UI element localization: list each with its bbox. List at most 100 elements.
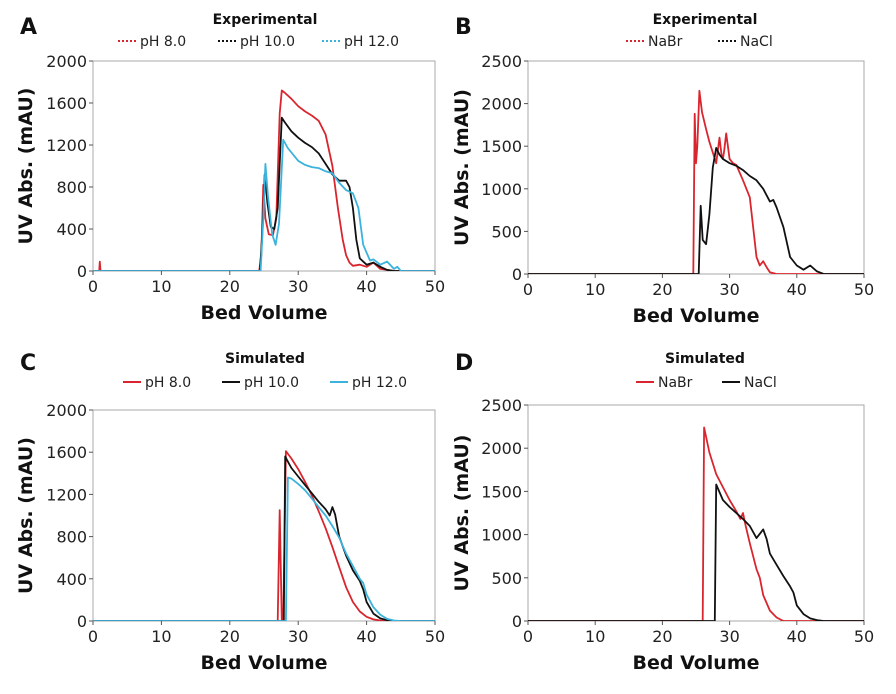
x-axis-label: Bed Volume: [632, 305, 759, 327]
series-line-nacl: [528, 483, 864, 621]
panel-letter: D: [455, 351, 473, 376]
x-tick-label: 40: [356, 277, 376, 296]
y-tick-label: 500: [491, 569, 522, 588]
legend-label: pH 10.0: [240, 34, 295, 50]
series-group: [528, 89, 864, 274]
y-axis-label: UV Abs. (mAU): [15, 437, 37, 594]
y-axis: 0 500 1000 1500 2000 2500: [481, 396, 528, 631]
chart-panel-a: A Experimental pH 8.0 pH 10.0 pH 12.0 0 10 20 30…: [15, 12, 445, 324]
y-tick-label: 1200: [46, 136, 87, 155]
legend-item: NaBr: [636, 375, 693, 391]
x-tick-label: 10: [151, 277, 171, 296]
series-line-ph-12-0: [93, 138, 435, 271]
legend-label: NaBr: [658, 375, 693, 391]
legend-item: pH 12.0: [330, 375, 407, 391]
chart-title: Simulated: [665, 351, 745, 367]
x-axis: 0 10 20 30 40 50: [88, 271, 445, 296]
y-tick-label: 500: [491, 222, 522, 241]
x-tick-label: 30: [288, 277, 308, 296]
legend-item: NaCl: [722, 375, 777, 391]
chart-title: Experimental: [653, 12, 758, 28]
y-tick-label: 0: [512, 265, 522, 284]
y-tick-label: 1500: [481, 137, 522, 156]
x-axis: 0 10 20 30 40 50: [523, 274, 874, 299]
x-tick-label: 30: [719, 627, 739, 646]
legend-label: pH 12.0: [352, 375, 407, 391]
y-tick-label: 2000: [481, 95, 522, 114]
x-tick-label: 10: [151, 627, 171, 646]
x-axis: 0 10 20 30 40 50: [523, 621, 874, 646]
legend-item: pH 8.0: [123, 375, 191, 391]
legend: pH 8.0 pH 10.0 pH 12.0: [123, 375, 407, 391]
series-group: [528, 426, 864, 621]
legend: NaBr NaCl: [636, 375, 777, 391]
x-tick-label: 40: [787, 280, 807, 299]
plot-frame: [92, 60, 436, 272]
x-tick-label: 50: [425, 627, 445, 646]
y-tick-label: 2500: [481, 396, 522, 415]
y-tick-label: 1500: [481, 482, 522, 501]
y-axis-label: UV Abs. (mAU): [15, 88, 37, 245]
y-tick-label: 2000: [46, 401, 87, 420]
y-tick-label: 400: [56, 570, 87, 589]
y-axis-label: UV Abs. (mAU): [451, 435, 473, 592]
legend: pH 8.0 pH 10.0 pH 12.0: [118, 34, 399, 50]
legend-item: NaBr: [626, 34, 683, 50]
chart-panel-c: C Simulated pH 8.0 pH 10.0 pH 12.0 0 10 20 30 40 5…: [15, 351, 445, 674]
panel-letter: B: [455, 15, 472, 40]
legend-label: pH 12.0: [344, 34, 399, 50]
legend-label: NaCl: [744, 375, 777, 391]
legend-label: pH 8.0: [140, 34, 186, 50]
x-tick-label: 0: [88, 627, 98, 646]
x-axis-label: Bed Volume: [200, 652, 327, 674]
x-tick-label: 50: [854, 627, 874, 646]
y-tick-label: 0: [512, 612, 522, 631]
y-tick-label: 1000: [481, 526, 522, 545]
x-tick-label: 50: [425, 277, 445, 296]
series-line-nabr: [528, 426, 864, 621]
plot-frame: [527, 60, 865, 275]
y-tick-label: 1600: [46, 443, 87, 462]
panel-letter: C: [20, 351, 36, 376]
legend-item: NaCl: [718, 34, 773, 50]
x-tick-label: 40: [787, 627, 807, 646]
series-line-nacl: [528, 146, 864, 274]
x-tick-label: 20: [220, 627, 240, 646]
legend-item: pH 12.0: [322, 34, 399, 50]
y-tick-label: 1000: [481, 180, 522, 199]
series-group: [93, 450, 435, 621]
x-axis: 0 10 20 30 40 50: [88, 621, 445, 646]
x-tick-label: 30: [288, 627, 308, 646]
y-tick-label: 800: [56, 528, 87, 547]
y-tick-label: 2000: [46, 52, 87, 71]
y-tick-label: 800: [56, 178, 87, 197]
y-tick-label: 400: [56, 220, 87, 239]
legend-label: pH 10.0: [244, 375, 299, 391]
y-tick-label: 0: [77, 612, 87, 631]
y-tick-label: 2500: [481, 52, 522, 71]
y-tick-label: 2000: [481, 439, 522, 458]
legend: NaBr NaCl: [626, 34, 773, 50]
y-tick-label: 1600: [46, 94, 87, 113]
x-tick-label: 30: [719, 280, 739, 299]
legend-label: NaCl: [740, 34, 773, 50]
x-tick-label: 10: [585, 627, 605, 646]
chart-title: Experimental: [213, 12, 318, 28]
x-tick-label: 10: [585, 280, 605, 299]
chart-title: Simulated: [225, 351, 305, 367]
x-axis-label: Bed Volume: [632, 652, 759, 674]
plot-frame: [92, 409, 436, 622]
legend-item: pH 8.0: [118, 34, 186, 50]
plot-frame: [527, 404, 865, 622]
y-tick-label: 1200: [46, 485, 87, 504]
x-tick-label: 20: [652, 280, 672, 299]
legend-item: pH 10.0: [218, 34, 295, 50]
x-tick-label: 40: [356, 627, 376, 646]
y-tick-label: 0: [77, 262, 87, 281]
y-axis: 0 400 800 1200 1600 2000: [46, 52, 93, 281]
legend-item: pH 10.0: [222, 375, 299, 391]
series-line-nabr: [528, 89, 864, 274]
